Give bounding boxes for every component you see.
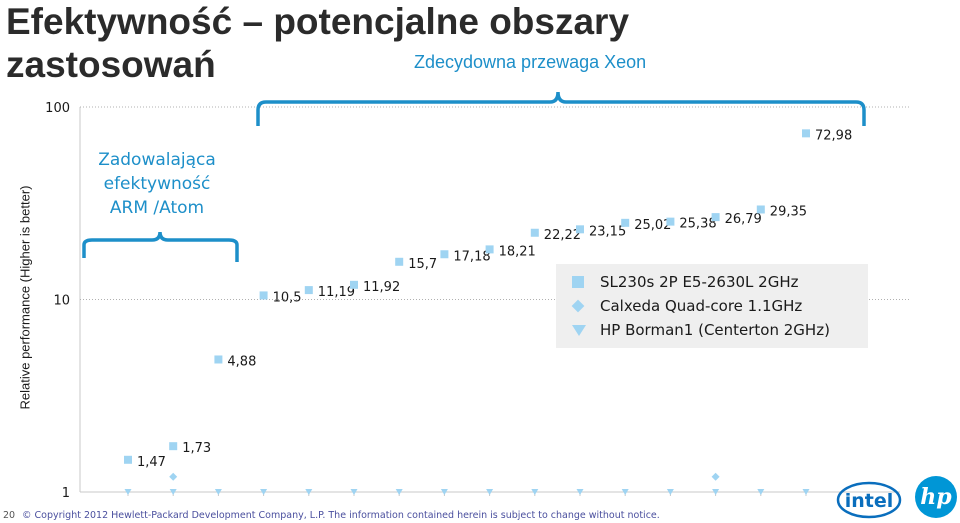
point-sl230s [756,205,765,214]
point-sl230s [350,280,358,289]
legend-item-borman: HP Borman1 (Centerton 2GHz) [572,318,830,342]
point-sl230s [124,455,132,464]
point-calxeda [711,472,720,481]
data-label: 25,02 [634,218,671,233]
point-sl230s [485,245,494,254]
point-calxeda [169,472,178,481]
point-sl230s [576,225,584,234]
point-sl230s [259,291,268,300]
point-borman [124,489,132,495]
point-sl230s [666,217,675,226]
y-ticks: 1 10 100 [45,101,70,501]
xeon-brace [256,91,866,126]
point-borman [214,489,222,495]
hp-logo-text: hp [920,484,952,510]
point-borman [666,489,674,495]
data-label: 18,21 [499,244,536,259]
arm-atom-note: Zadowalająca efektywność ARM /Atom [98,150,216,218]
legend-label: SL230s 2P E5-2630L 2GHz [600,273,799,291]
intel-logo-text: intel [845,490,894,512]
arm-brace [82,231,239,262]
point-borman [486,489,494,495]
data-label: 4,88 [227,354,256,369]
point-sl230s [621,218,630,227]
point-borman [169,489,177,495]
diamond-marker-icon [571,299,585,313]
data-label: 1,47 [137,455,166,470]
y-tick-label: 100 [45,101,70,116]
data-label: 11,19 [318,285,355,300]
point-borman [350,489,358,495]
point-borman [395,489,403,495]
point-borman [531,489,539,495]
data-label: 11,92 [363,280,400,295]
point-sl230s [169,442,178,451]
data-label: 17,18 [453,249,490,264]
legend-label: HP Borman1 (Centerton 2GHz) [600,321,830,339]
point-sl230s [711,213,720,222]
point-sl230s [304,286,313,295]
slide-title: Efektywność – potencjalne obszary zastos… [6,1,630,85]
point-sl230s [214,355,223,364]
point-borman [305,489,313,495]
page-number: 20 [3,510,16,521]
data-label: 29,35 [770,204,807,219]
xeon-advantage-note: Zdecydowna przewaga Xeon [414,52,647,72]
point-sl230s [802,129,810,138]
chart-legend: SL230s 2P E5-2630L 2GHz Calxeda Quad-cor… [556,264,868,348]
point-borman [576,489,584,495]
point-borman [440,489,448,495]
data-label: 1,73 [182,441,211,456]
data-label: 22,22 [544,228,581,243]
point-borman [621,489,629,495]
point-sl230s [440,250,449,259]
point-borman [712,489,720,495]
y-tick-label: 1 [62,486,70,501]
data-label: 15,7 [408,257,437,272]
intel-logo: intel [836,481,902,519]
legend-item-sl230s: SL230s 2P E5-2630L 2GHz [572,270,799,294]
data-points: 1,47 1,73 4,88 10,5 11,19 11,92 15,7 17,18 18,21… [124,128,852,495]
legend-item-calxeda: Calxeda Quad-core 1.1GHz [571,294,803,318]
data-label: 10,5 [273,290,302,305]
data-label: 72,98 [815,128,852,143]
point-borman [757,489,765,495]
legend-label: Calxeda Quad-core 1.1GHz [600,297,803,315]
hp-logo: hp [915,476,957,518]
y-tick-label: 10 [53,294,70,309]
data-label: 23,15 [589,224,626,239]
point-borman [802,489,810,495]
data-label: 26,79 [725,212,762,227]
point-borman [260,489,268,495]
square-marker-icon [572,276,584,288]
data-label: 25,38 [679,217,716,232]
point-sl230s [530,228,539,237]
copyright-footer: © Copyright 2012 Hewlett-Packard Develop… [22,510,660,521]
point-sl230s [395,257,404,266]
braces [82,91,866,262]
triangle-marker-icon [572,324,586,336]
